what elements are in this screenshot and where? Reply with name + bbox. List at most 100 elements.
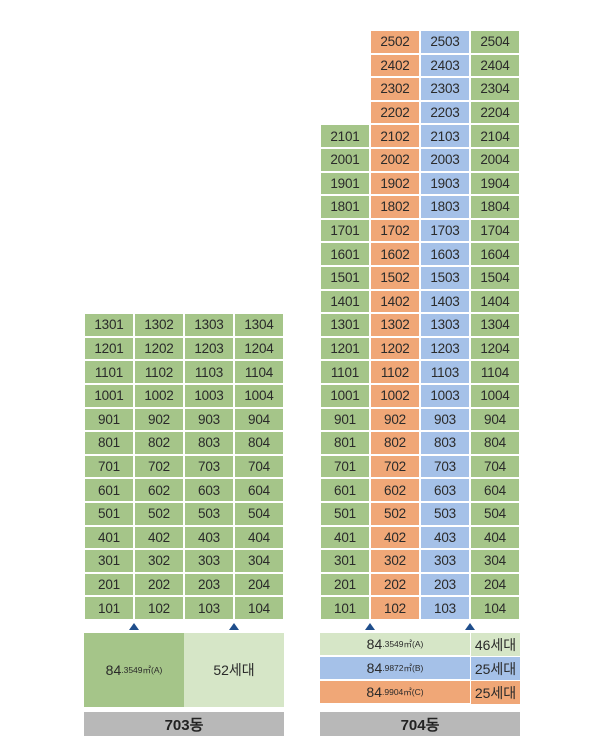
unit-cell: 202: [134, 572, 184, 597]
legend-area-type-c: 84.9904㎡(C): [320, 681, 470, 704]
unit-cell: 1202: [134, 336, 184, 361]
unit-cell: 1602: [370, 242, 420, 266]
unit-cell: 604: [234, 478, 284, 502]
legend-household-count: 25세대: [471, 657, 520, 680]
legend-size-main: 84: [105, 662, 122, 678]
unit-cell: 2103: [420, 124, 470, 148]
unit-cell: 404: [234, 525, 284, 550]
legend-area-type-a: 84.3549㎡(A): [84, 633, 184, 707]
unit-cell: 403: [420, 525, 470, 550]
unit-cell: 401: [320, 525, 370, 550]
unit-cell: 604: [470, 478, 520, 502]
entrance-arrow-icon: [129, 623, 139, 630]
unit-cell: 1904: [470, 171, 520, 196]
unit-cell: 1601: [320, 242, 370, 266]
unit-cell: 104: [470, 596, 520, 620]
unit-cell: 1901: [320, 171, 370, 196]
unit-cell: 801: [320, 431, 370, 455]
unit-cell: 1303: [184, 313, 234, 337]
unit-cell: 1604: [470, 242, 520, 266]
unit-cell: 1402: [370, 289, 420, 314]
entrance-arrow-icon: [229, 623, 239, 630]
unit-cell: 2002: [370, 148, 420, 172]
legend-area-type-b: 84.9872㎡(B): [320, 657, 470, 680]
unit-cell: 701: [84, 454, 134, 479]
unit-cell: 704: [234, 454, 284, 479]
unit-cell: 803: [420, 431, 470, 455]
unit-cell: 503: [420, 502, 470, 526]
unit-cell: 801: [84, 431, 134, 455]
unit-cell: 302: [370, 549, 420, 573]
unit-cell: 502: [134, 502, 184, 526]
unit-cell: 1101: [320, 360, 370, 384]
unit-cell: 1001: [320, 384, 370, 408]
unit-cell: 703: [184, 454, 234, 479]
unit-cell: 1802: [370, 195, 420, 219]
unit-cell: 304: [234, 549, 284, 573]
unit-cell: 903: [420, 407, 470, 432]
unit-cell: 1203: [184, 336, 234, 361]
unit-cell: 901: [320, 407, 370, 432]
unit-cell: 804: [234, 431, 284, 455]
legend-household-count: 25세대: [471, 681, 520, 704]
unit-cell: 101: [84, 596, 134, 620]
unit-cell: 701: [320, 454, 370, 479]
unit-cell: 1503: [420, 266, 470, 290]
unit-cell: 1201: [320, 336, 370, 361]
unit-cell: 1204: [234, 336, 284, 361]
legend-size-decimal: .3549㎡(A): [382, 639, 424, 649]
unit-cell: 103: [184, 596, 234, 620]
unit-cell: 1003: [184, 384, 234, 408]
unit-cell: 1002: [370, 384, 420, 408]
unit-cell: 904: [234, 407, 284, 432]
legend-area-type-a: 84.3549㎡(A): [320, 633, 470, 656]
unit-cell: 302: [134, 549, 184, 573]
unit-cell: 303: [184, 549, 234, 573]
unit-cell: 1303: [420, 313, 470, 337]
unit-cell: 1401: [320, 289, 370, 314]
unit-cell: 702: [134, 454, 184, 479]
unit-cell: 2503: [420, 30, 470, 54]
unit-cell: 1504: [470, 266, 520, 290]
unit-cell: 802: [134, 431, 184, 455]
unit-cell: 804: [470, 431, 520, 455]
unit-cell: 602: [134, 478, 184, 502]
unit-cell: 202: [370, 572, 420, 597]
unit-cell: 1004: [470, 384, 520, 408]
unit-cell: 501: [84, 502, 134, 526]
unit-cell: 1104: [470, 360, 520, 384]
unit-cell: 2403: [420, 53, 470, 78]
unit-cell: 902: [370, 407, 420, 432]
unit-cell: 704: [470, 454, 520, 479]
legend-size-decimal: .3549㎡(A): [121, 665, 163, 675]
unit-cell: 1703: [420, 218, 470, 243]
unit-cell: 304: [470, 549, 520, 573]
unit-cell: 601: [84, 478, 134, 502]
unit-cell: 1701: [320, 218, 370, 243]
unit-cell: 1403: [420, 289, 470, 314]
legend-household-count: 46세대: [471, 633, 520, 656]
unit-cell: 1101: [84, 360, 134, 384]
unit-cell: 404: [470, 525, 520, 550]
unit-cell: 901: [84, 407, 134, 432]
unit-cell: 504: [234, 502, 284, 526]
unit-cell: 2304: [470, 77, 520, 101]
unit-cell: 1804: [470, 195, 520, 219]
unit-cell: 1404: [470, 289, 520, 314]
unit-cell: 1301: [320, 313, 370, 337]
unit-cell: 903: [184, 407, 234, 432]
unit-cell: 1103: [420, 360, 470, 384]
unit-cell: 403: [184, 525, 234, 550]
unit-cell: 201: [320, 572, 370, 597]
unit-cell: 1301: [84, 313, 134, 337]
unit-cell: 402: [370, 525, 420, 550]
unit-cell: 1603: [420, 242, 470, 266]
unit-cell: 2303: [420, 77, 470, 101]
unit-cell: 1501: [320, 266, 370, 290]
legend-size-main: 84: [366, 636, 383, 652]
unit-cell: 102: [134, 596, 184, 620]
unit-cell: 1003: [420, 384, 470, 408]
unit-cell: 2001: [320, 148, 370, 172]
unit-cell: 1801: [320, 195, 370, 219]
